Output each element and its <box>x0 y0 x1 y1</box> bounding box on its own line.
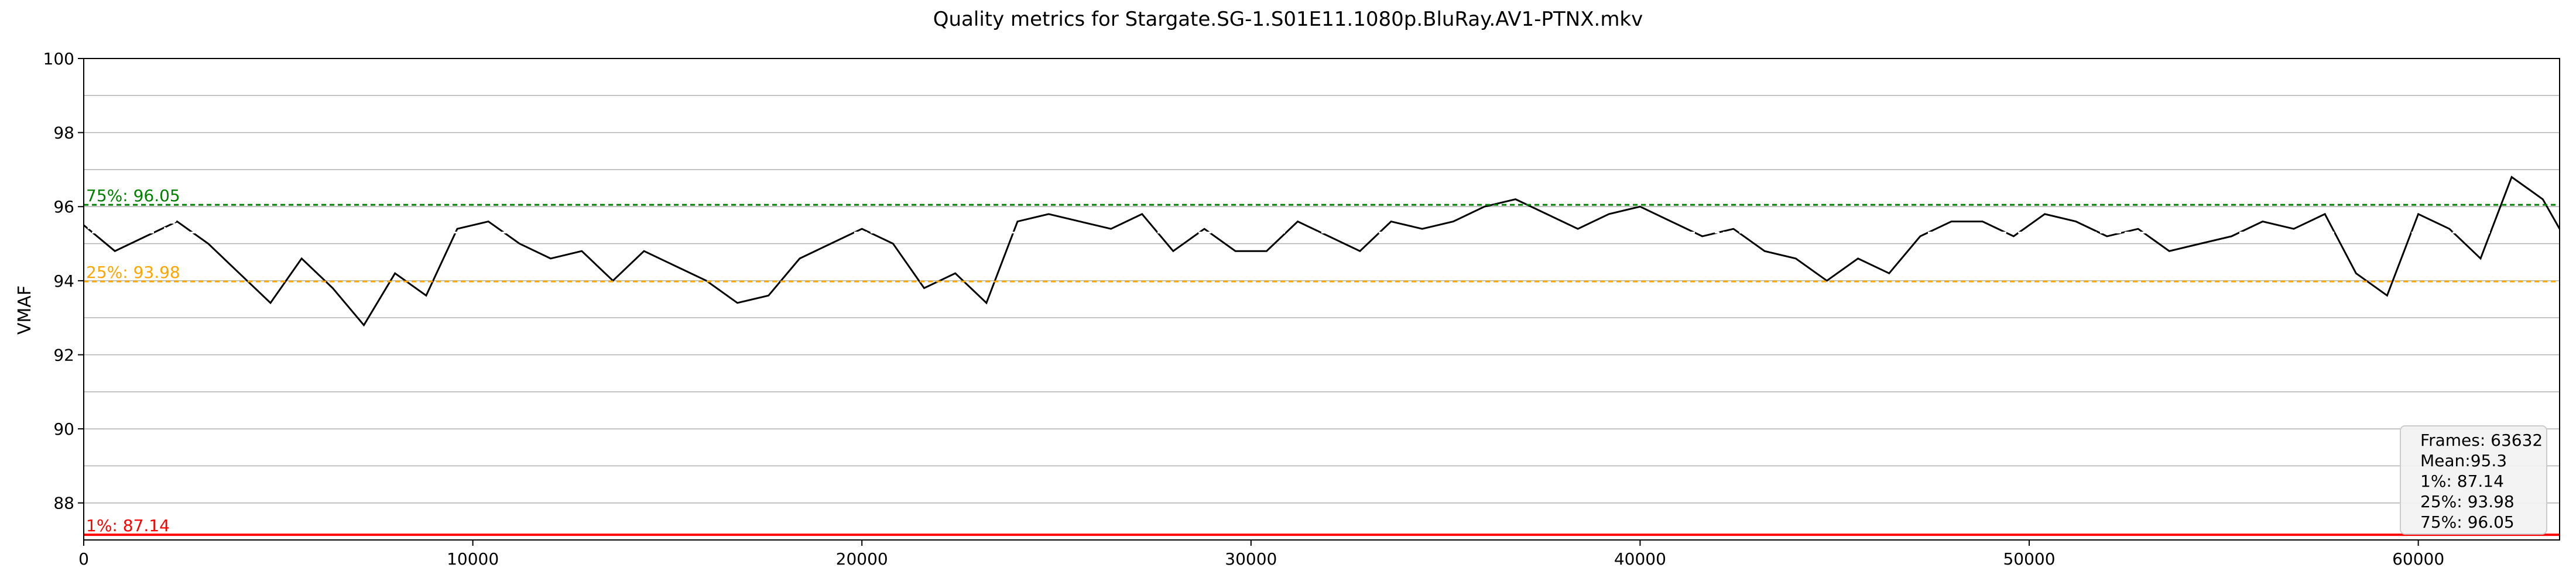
chart-title: Quality metrics for Stargate.SG-1.S01E11… <box>933 8 1643 31</box>
stats-box-background <box>2400 425 2547 535</box>
stats-p1: 1%: 87.14 <box>2420 472 2504 491</box>
x-tick-label: 20000 <box>836 549 888 569</box>
x-tick-label: 0 <box>78 549 89 569</box>
x-tick-label: 50000 <box>2003 549 2055 569</box>
stats-mean: Mean:95.3 <box>2420 451 2507 470</box>
x-tick-label: 60000 <box>2392 549 2444 569</box>
y-tick-label: 100 <box>43 49 74 68</box>
stats-frames: Frames: 63632 <box>2420 431 2543 450</box>
y-tick-label: 98 <box>53 123 74 143</box>
y-tick-label: 92 <box>53 345 74 364</box>
y-tick-label: 90 <box>53 419 74 439</box>
stats-p75: 75%: 96.05 <box>2420 512 2515 532</box>
reference-line-label: 25%: 93.98 <box>86 263 180 282</box>
series-layer <box>83 176 2561 327</box>
y-axis-label: VMAF <box>15 285 35 335</box>
plot-frame <box>83 58 2560 541</box>
reference-line-label: 1%: 87.14 <box>86 516 170 535</box>
y-tick-label: 88 <box>53 494 74 513</box>
x-tick-label: 10000 <box>447 549 499 569</box>
y-tick-label: 94 <box>53 271 74 291</box>
x-tick-label: 40000 <box>1614 549 1666 569</box>
x-tick-label: 30000 <box>1225 549 1277 569</box>
stats-box: Frames: 63632 Mean:95.3 1%: 87.14 25%: 9… <box>2400 425 2547 535</box>
axis-ticks: 0 10000 20000 30000 40000 50000 60000 88 90 92 94 9… <box>43 49 2445 569</box>
y-tick-label: 96 <box>53 197 74 216</box>
stats-p25: 25%: 93.98 <box>2420 492 2515 511</box>
vmaf-series-line <box>83 176 2561 327</box>
reference-line-label: Mean: 95.3 <box>86 214 178 233</box>
reference-line-label: 75%: 96.05 <box>86 186 180 205</box>
